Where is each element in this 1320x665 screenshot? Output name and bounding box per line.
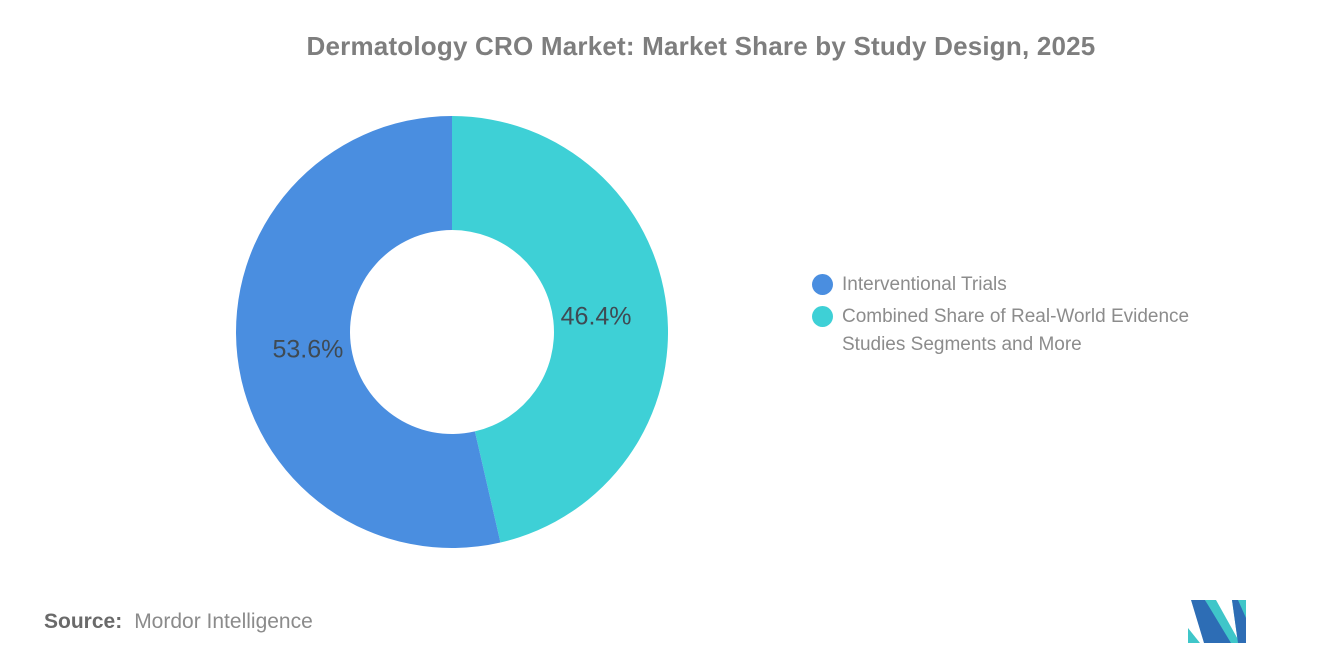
donut-chart: 46.4% 53.6% xyxy=(236,116,668,548)
slice-data-label: 46.4% xyxy=(561,303,632,331)
source-text: Mordor Intelligence xyxy=(134,610,313,633)
legend-item-interventional-trials[interactable]: Interventional Trials xyxy=(812,271,1189,299)
legend-item-label: Combined Share of Real-World Evidence St… xyxy=(842,306,1190,355)
source-label: Source: xyxy=(44,610,123,633)
legend: Interventional Trials Combined Share of … xyxy=(812,271,1189,363)
donut-slice[interactable] xyxy=(236,116,501,548)
donut-slice[interactable] xyxy=(452,116,668,543)
legend-item-label: Interventional Trials xyxy=(842,274,1007,295)
slice-data-label: 53.6% xyxy=(272,335,343,363)
source-line: Source: Mordor Intelligence xyxy=(44,610,313,634)
legend-item-combined-share[interactable]: Combined Share of Real-World Evidence St… xyxy=(812,303,1189,359)
legend-marker-circle-icon xyxy=(812,306,833,327)
chart-title: Dermatology CRO Market: Market Share by … xyxy=(306,31,1096,61)
mordor-intelligence-logo xyxy=(1188,600,1246,643)
legend-marker-circle-icon xyxy=(812,274,833,295)
